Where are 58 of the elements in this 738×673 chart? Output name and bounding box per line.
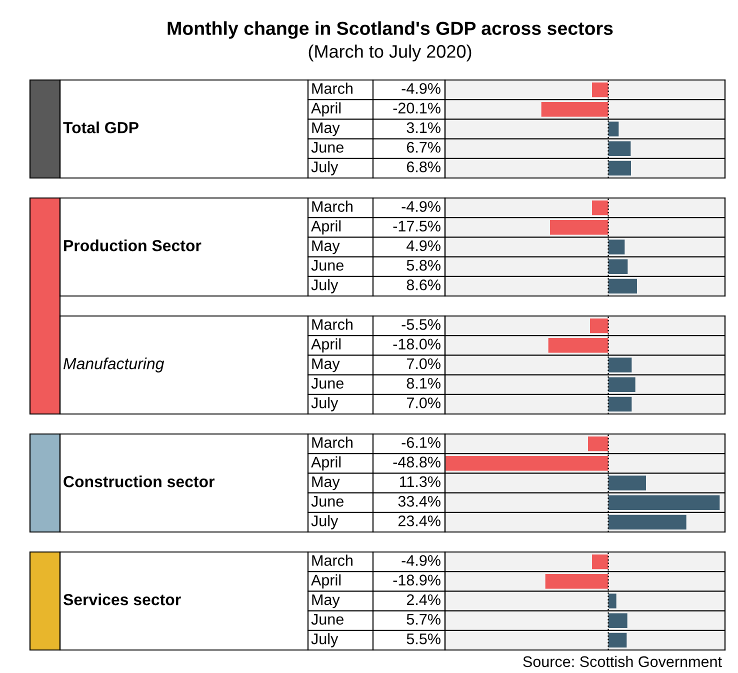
chart-title: Monthly change in Scotland's GDP across sectors [168, 21, 613, 39]
data-label: 3.1% [406, 122, 440, 134]
category-label: June [311, 614, 344, 625]
data-label: 11.3% [400, 476, 440, 488]
data-label: 5.5% [406, 634, 440, 644]
category-label: May [312, 476, 340, 490]
category-label: March [312, 554, 352, 566]
data-label: -4.9% [402, 83, 440, 94]
category-label: April [311, 456, 341, 471]
category-label: June [311, 496, 344, 507]
category-label: May [312, 122, 340, 136]
category-label: May [312, 358, 340, 372]
data-label: 6.7% [406, 142, 440, 153]
category-label: July [311, 397, 338, 412]
category-label: May [312, 240, 340, 254]
category-label: July [311, 515, 338, 530]
data-label: 4.9% [406, 240, 440, 252]
category-label: April [311, 574, 341, 589]
category-label: April [311, 102, 341, 117]
data-label: -5.5% [402, 319, 440, 330]
source-note: Source: Scottish Government [523, 656, 722, 668]
y-axis-title: Total GDP [63, 122, 138, 134]
data-label: 7.0% [406, 358, 440, 370]
data-label: 6.8% [406, 161, 440, 172]
data-label: -20.1% [393, 102, 440, 114]
data-label: 23.4% [398, 515, 440, 526]
data-label: 2.4% [406, 594, 440, 606]
data-label: 5.7% [406, 614, 440, 625]
data-label: 33.4% [398, 496, 440, 507]
category-label: June [311, 260, 344, 271]
category-label: July [311, 279, 338, 294]
category-label: March [312, 82, 352, 94]
data-label: -18.0% [393, 338, 440, 350]
data-label: -18.9% [393, 574, 440, 586]
y-axis-title: Production Sector [64, 240, 202, 252]
category-label: April [311, 220, 341, 235]
data-label: 5.8% [406, 260, 440, 271]
data-label: 8.6% [406, 279, 440, 290]
category-label: June [311, 142, 344, 153]
category-label: March [312, 436, 352, 448]
category-label: July [311, 161, 338, 176]
category-label: March [312, 318, 352, 330]
category-label: June [311, 378, 344, 389]
data-label: -17.5% [393, 220, 440, 232]
chart-subtitle: (March to July 2020) [308, 44, 472, 62]
category-label: July [311, 633, 338, 648]
category-label: May [312, 594, 340, 608]
category-label: April [311, 338, 341, 353]
y-axis-title: Construction sector [64, 476, 215, 488]
data-label: 7.0% [406, 397, 440, 408]
data-label: -4.9% [402, 555, 440, 566]
category-label: March [312, 200, 352, 212]
y-axis-title: Services sector [63, 594, 181, 606]
data-label: -6.1% [402, 437, 440, 448]
data-label: -48.8% [393, 456, 440, 468]
data-label: 8.1% [406, 378, 440, 389]
data-label: -4.9% [402, 201, 440, 212]
y-axis-title: Manufacturing [63, 358, 164, 372]
